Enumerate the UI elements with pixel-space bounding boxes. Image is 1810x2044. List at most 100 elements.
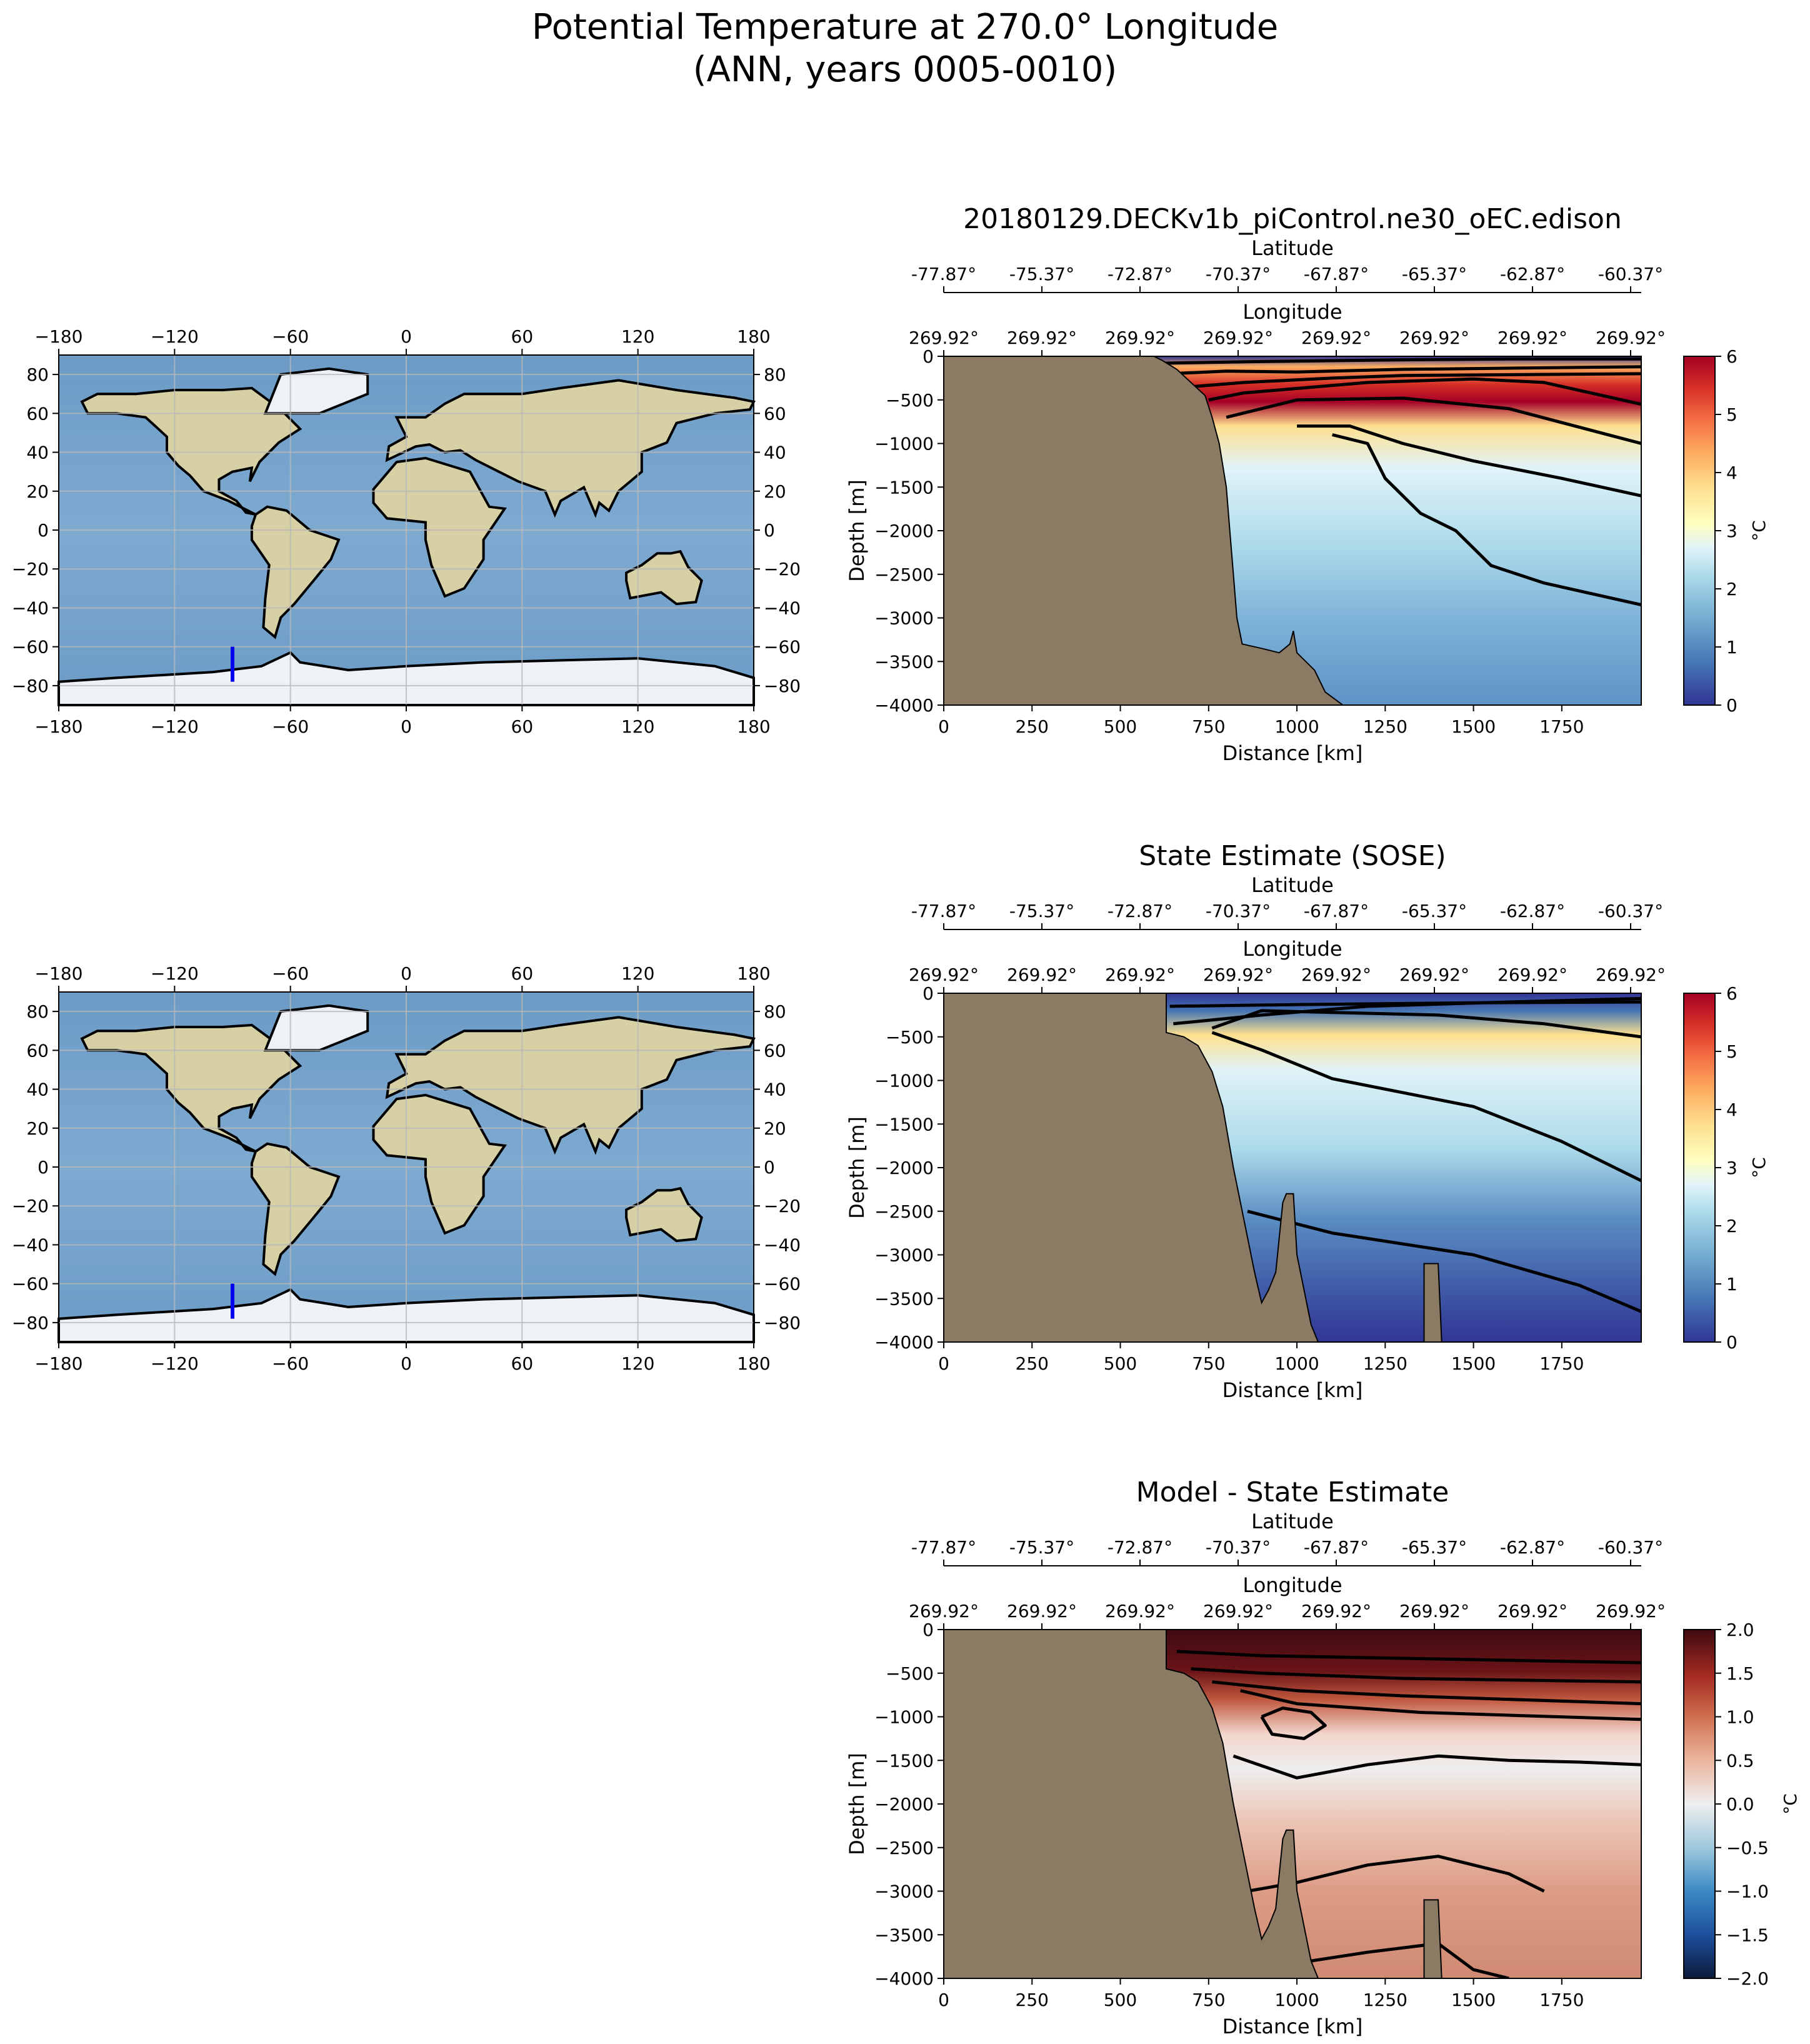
x-tick-label: 0: [938, 716, 949, 737]
contour-line: [1232, 1754, 1641, 1780]
map-lon-tick-label: 180: [737, 326, 770, 347]
map-lat-tick-label: 60: [764, 1040, 786, 1061]
map-lon-tick-label: −180: [35, 1353, 83, 1374]
latitude-tick-label: -60.37°: [1598, 901, 1663, 921]
latitude-tick-label: -70.37°: [1206, 901, 1271, 921]
contour-line: [1176, 1650, 1641, 1665]
contour-group: [944, 1630, 1641, 1978]
latitude-tick-label: -65.37°: [1402, 901, 1467, 921]
longitude-tick-label: 269.92°: [1399, 964, 1469, 985]
bathymetry-land: [944, 993, 1442, 1342]
x-tick-label: 750: [1192, 716, 1225, 737]
longitude-tick-label: 269.92°: [1498, 1601, 1568, 1621]
panel-difference: Model - State Estimate 0 250 500 750 1000 1250…: [845, 1476, 1801, 2038]
map-lat-tick-label: 60: [26, 403, 49, 424]
x-tick-label: 500: [1104, 716, 1137, 737]
y-tick-label: 0: [922, 346, 934, 367]
map-continent: [625, 1186, 703, 1243]
latitude-tick-label: -77.87°: [911, 901, 976, 921]
contour-line: [1169, 1000, 1641, 1008]
map-lat-tick-label: −60: [12, 637, 49, 658]
map-lon-tick-label: 60: [511, 963, 534, 984]
map-lon-tick-label: 0: [401, 326, 412, 347]
y-tick-label: −3000: [874, 608, 934, 629]
map-lat-tick-label: 60: [26, 1040, 49, 1061]
colorbar-tick-label: 6: [1726, 983, 1738, 1004]
latitude-tick-label: -67.87°: [1304, 1537, 1369, 1558]
map-lat-tick-label: 80: [764, 364, 786, 385]
map-lon-tick-label: 0: [401, 963, 412, 984]
colorbar-tick-label: 1: [1726, 1274, 1738, 1295]
map-lon-tick-label: −180: [35, 326, 83, 347]
figure-title-line1: Potential Temperature at 270.0° Longitud…: [532, 7, 1278, 48]
map-lat-tick-label: −40: [12, 598, 49, 618]
x-axis-label: Distance [km]: [1222, 741, 1363, 765]
map-lon-tick-label: −180: [35, 716, 83, 737]
y-tick-label: −3500: [874, 651, 934, 672]
y-tick-label: −3500: [874, 1288, 934, 1309]
y-tick-label: −1500: [874, 1114, 934, 1135]
y-tick-label: −1000: [874, 434, 934, 454]
map-lon-tick-label: 0: [401, 1353, 412, 1374]
x-tick-label: 1250: [1363, 1990, 1408, 2010]
x-tick-label: 1500: [1451, 1353, 1496, 1374]
longitude-tick-label: 269.92°: [1301, 1601, 1371, 1621]
map-lat-tick-label: −20: [764, 559, 801, 579]
map-lon-tick-label: −120: [151, 1353, 199, 1374]
longitude-tick-label: 269.92°: [1498, 328, 1568, 348]
map-lat-tick-label: 0: [38, 520, 49, 541]
colorbar-tick-label: −0.5: [1726, 1838, 1769, 1858]
map-lat-tick-label: −80: [764, 676, 801, 696]
longitude-tick-label: 269.92°: [1203, 964, 1273, 985]
latitude-tick-label: -72.87°: [1108, 264, 1172, 284]
panel-title: Model - State Estimate: [1136, 1476, 1449, 1508]
x-tick-label: 500: [1104, 1990, 1137, 2010]
map-lon-tick-label: −120: [151, 716, 199, 737]
longitude-tick-label: 269.92°: [1007, 328, 1077, 348]
map-lat-tick-label: 40: [764, 443, 786, 463]
map-lat-tick-label: 80: [764, 1001, 786, 1022]
contour-line: [1260, 1706, 1327, 1740]
map-lon-tick-label: 180: [737, 716, 770, 737]
y-tick-label: 0: [922, 983, 934, 1004]
colorbar-tick-label: 1.0: [1726, 1707, 1754, 1728]
map-lat-tick-label: 40: [764, 1080, 786, 1100]
contour-line: [1173, 996, 1641, 1026]
colorbar-tick-label: 6: [1726, 346, 1738, 367]
colorbar-tick-label: 5: [1726, 404, 1738, 425]
map-continent: [625, 549, 703, 606]
latitude-tick-label: -65.37°: [1402, 264, 1467, 284]
longitude-tick-label: 269.92°: [1007, 1601, 1077, 1621]
x-tick-label: 1500: [1451, 716, 1496, 737]
contour-line: [1191, 1667, 1641, 1684]
longitude-tick-label: 269.92°: [909, 964, 979, 985]
colorbar-tick-label: 3: [1726, 1158, 1738, 1178]
colorbar-tick-label: −2.0: [1726, 1968, 1769, 1989]
x-tick-label: 1250: [1363, 716, 1408, 737]
map-lat-tick-label: −80: [12, 676, 49, 696]
map-lat-tick-label: 20: [764, 481, 786, 502]
panel-model: 20180129.DECKv1b_piControl.ne30_oEC.edis…: [845, 203, 1769, 765]
map-lon-tick-label: 120: [621, 1353, 654, 1374]
y-tick-label: −1500: [874, 1750, 934, 1771]
x-axis-label: Distance [km]: [1222, 1378, 1363, 1402]
colorbar-tick-label: 4: [1726, 1100, 1738, 1120]
y-axis-label: Depth [m]: [845, 1116, 869, 1219]
y-tick-label: −3000: [874, 1881, 934, 1902]
bathymetry-land: [944, 356, 1344, 705]
map-lat-tick-label: −40: [764, 1235, 801, 1255]
map-lon-tick-label: 120: [621, 326, 654, 347]
latitude-axis-label: Latitude: [1251, 873, 1334, 897]
map-lat-tick-label: 0: [764, 520, 775, 541]
map-lat-tick-label: −60: [12, 1274, 49, 1295]
colorbar-tick-label: 0.0: [1726, 1794, 1754, 1815]
latitude-tick-label: -60.37°: [1598, 264, 1663, 284]
y-tick-label: −500: [886, 1027, 934, 1048]
map-lat-tick-label: −40: [12, 1235, 49, 1255]
contour-line: [1247, 1210, 1641, 1313]
world-map-2: −180 −180 −120 −120 −60 −60 0 0 60 60 120 120 180 180…: [12, 963, 801, 1374]
longitude-tick-label: 269.92°: [1301, 964, 1371, 985]
longitude-tick-label: 269.92°: [1498, 964, 1568, 985]
contour-line: [1208, 377, 1641, 406]
